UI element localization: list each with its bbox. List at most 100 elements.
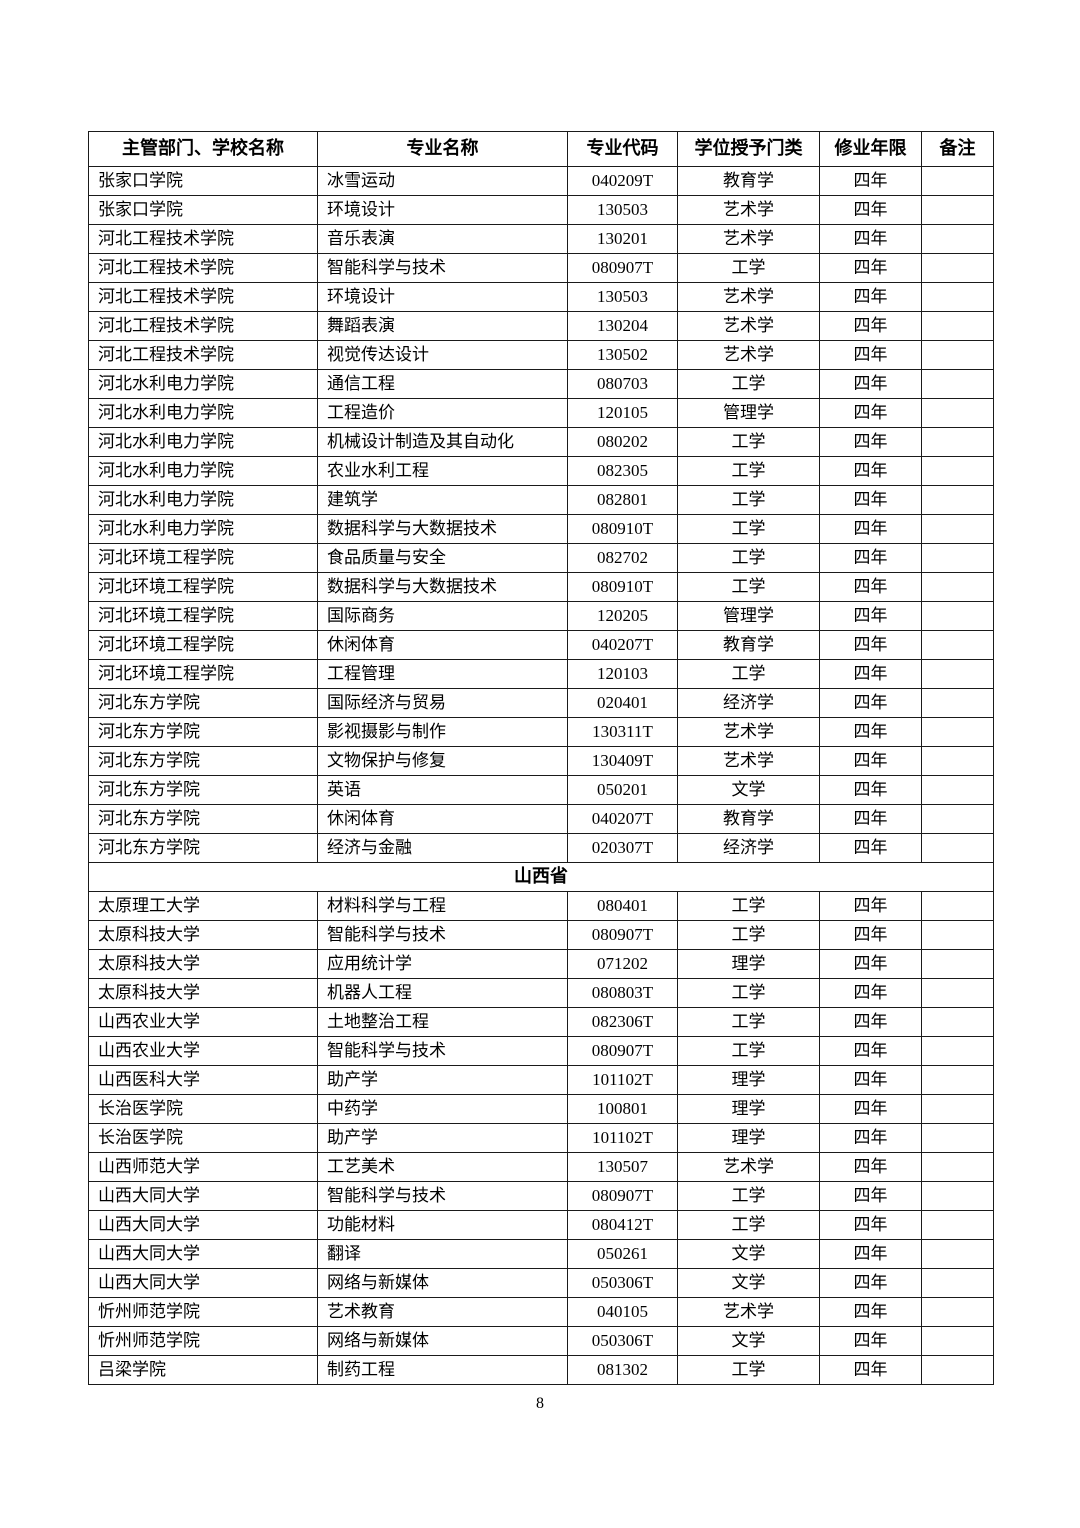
cell-years: 四年 — [819, 659, 922, 689]
cell-school: 河北工程技术学院 — [88, 253, 318, 283]
cell-major: 中药学 — [317, 1094, 568, 1124]
cell-code: 080907T — [567, 1036, 678, 1066]
cell-degree: 工学 — [677, 485, 820, 515]
cell-remark — [921, 1268, 994, 1298]
cell-major: 制药工程 — [317, 1355, 568, 1385]
cell-remark — [921, 195, 994, 225]
cell-major: 工程管理 — [317, 659, 568, 689]
cell-code: 040207T — [567, 804, 678, 834]
cell-degree: 文学 — [677, 1239, 820, 1269]
cell-school: 太原科技大学 — [88, 949, 318, 979]
cell-remark — [921, 1094, 994, 1124]
cell-remark — [921, 717, 994, 747]
cell-school: 河北水利电力学院 — [88, 485, 318, 515]
cell-remark — [921, 804, 994, 834]
cell-remark — [921, 398, 994, 428]
cell-code: 080907T — [567, 253, 678, 283]
cell-code: 020401 — [567, 688, 678, 718]
table-row: 河北工程技术学院 舞蹈表演 130204 艺术学 四年 — [88, 311, 994, 341]
table-row: 河北环境工程学院 工程管理 120103 工学 四年 — [88, 659, 994, 689]
cell-major: 网络与新媒体 — [317, 1326, 568, 1356]
cell-remark — [921, 1355, 994, 1385]
cell-degree: 教育学 — [677, 166, 820, 196]
table-row: 河北东方学院 休闲体育 040207T 教育学 四年 — [88, 804, 994, 834]
table-row: 山西师范大学 工艺美术 130507 艺术学 四年 — [88, 1152, 994, 1182]
cell-years: 四年 — [819, 1036, 922, 1066]
cell-major: 机械设计制造及其自动化 — [317, 427, 568, 457]
cell-remark — [921, 775, 994, 805]
table-row: 河北水利电力学院 通信工程 080703 工学 四年 — [88, 369, 994, 399]
cell-major: 工程造价 — [317, 398, 568, 428]
table-row: 山西大同大学 功能材料 080412T 工学 四年 — [88, 1210, 994, 1240]
cell-remark — [921, 1036, 994, 1066]
table-row: 长治医学院 中药学 100801 理学 四年 — [88, 1094, 994, 1124]
cell-years: 四年 — [819, 717, 922, 747]
cell-years: 四年 — [819, 775, 922, 805]
cell-major: 工艺美术 — [317, 1152, 568, 1182]
cell-degree: 工学 — [677, 891, 820, 921]
cell-major: 机器人工程 — [317, 978, 568, 1008]
table-row: 太原理工大学 材料科学与工程 080401 工学 四年 — [88, 891, 994, 921]
cell-major: 食品质量与安全 — [317, 543, 568, 573]
cell-remark — [921, 833, 994, 863]
cell-years: 四年 — [819, 920, 922, 950]
cell-years: 四年 — [819, 833, 922, 863]
cell-major: 助产学 — [317, 1123, 568, 1153]
cell-remark — [921, 1123, 994, 1153]
cell-years: 四年 — [819, 224, 922, 254]
cell-code: 130409T — [567, 746, 678, 776]
cell-remark — [921, 1210, 994, 1240]
cell-degree: 教育学 — [677, 630, 820, 660]
table-row: 河北水利电力学院 农业水利工程 082305 工学 四年 — [88, 456, 994, 486]
table-row: 河北水利电力学院 机械设计制造及其自动化 080202 工学 四年 — [88, 427, 994, 457]
cell-degree: 工学 — [677, 1181, 820, 1211]
col-header-major: 专业名称 — [317, 131, 568, 167]
col-header-school: 主管部门、学校名称 — [88, 131, 318, 167]
col-header-code: 专业代码 — [567, 131, 678, 167]
cell-school: 张家口学院 — [88, 195, 318, 225]
cell-code: 130201 — [567, 224, 678, 254]
cell-major: 智能科学与技术 — [317, 253, 568, 283]
cell-school: 河北东方学院 — [88, 688, 318, 718]
cell-degree: 工学 — [677, 920, 820, 950]
cell-degree: 理学 — [677, 1094, 820, 1124]
cell-code: 050261 — [567, 1239, 678, 1269]
cell-degree: 理学 — [677, 1065, 820, 1095]
cell-school: 山西大同大学 — [88, 1239, 318, 1269]
cell-school: 河北东方学院 — [88, 746, 318, 776]
cell-code: 080910T — [567, 514, 678, 544]
cell-code: 080803T — [567, 978, 678, 1008]
cell-major: 智能科学与技术 — [317, 1181, 568, 1211]
cell-code: 050306T — [567, 1268, 678, 1298]
col-header-remark: 备注 — [921, 131, 994, 167]
table-row: 山西大同大学 网络与新媒体 050306T 文学 四年 — [88, 1268, 994, 1298]
col-header-years: 修业年限 — [819, 131, 922, 167]
cell-code: 082306T — [567, 1007, 678, 1037]
table-row: 张家口学院 冰雪运动 040209T 教育学 四年 — [88, 166, 994, 196]
cell-major: 材料科学与工程 — [317, 891, 568, 921]
cell-school: 河北环境工程学院 — [88, 601, 318, 631]
cell-code: 080910T — [567, 572, 678, 602]
cell-remark — [921, 456, 994, 486]
cell-years: 四年 — [819, 1065, 922, 1095]
cell-remark — [921, 166, 994, 196]
cell-years: 四年 — [819, 1007, 922, 1037]
cell-school: 张家口学院 — [88, 166, 318, 196]
cell-years: 四年 — [819, 572, 922, 602]
cell-code: 050306T — [567, 1326, 678, 1356]
table-row: 河北环境工程学院 国际商务 120205 管理学 四年 — [88, 601, 994, 631]
cell-degree: 经济学 — [677, 688, 820, 718]
cell-code: 130502 — [567, 340, 678, 370]
cell-school: 山西大同大学 — [88, 1181, 318, 1211]
cell-major: 休闲体育 — [317, 804, 568, 834]
cell-degree: 工学 — [677, 427, 820, 457]
cell-code: 080907T — [567, 1181, 678, 1211]
cell-degree: 文学 — [677, 775, 820, 805]
cell-degree: 理学 — [677, 949, 820, 979]
table-row: 河北工程技术学院 视觉传达设计 130502 艺术学 四年 — [88, 340, 994, 370]
cell-degree: 艺术学 — [677, 340, 820, 370]
cell-remark — [921, 543, 994, 573]
cell-code: 101102T — [567, 1065, 678, 1095]
cell-code: 101102T — [567, 1123, 678, 1153]
table-row: 河北环境工程学院 休闲体育 040207T 教育学 四年 — [88, 630, 994, 660]
